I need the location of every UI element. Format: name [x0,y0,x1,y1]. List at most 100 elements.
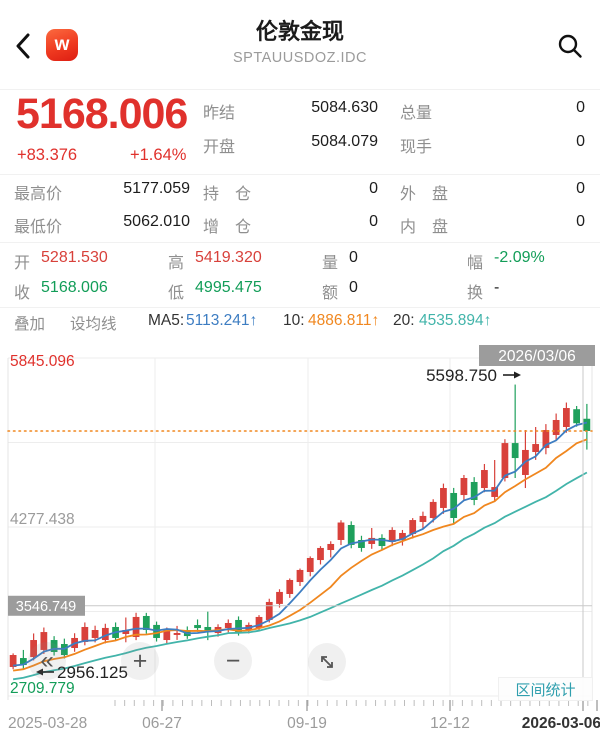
ohlc-value: 5419.320 [195,249,262,266]
rewind-button[interactable]: « [28,642,66,680]
ohlc-cell: 幅 -2.09% [467,249,545,273]
candle-body [276,591,283,604]
crosshair-price-badge [8,595,85,616]
candle-body [204,626,212,631]
quote-fields-col2: 总量 0 现手 0 [400,99,585,157]
candle-body [501,443,509,478]
candle-body [40,632,48,650]
candle-body [19,658,27,666]
ohlc-label: 开 [14,255,31,272]
ma5-line [13,421,588,667]
candle-body [163,630,171,641]
price-change-percent: +1.64% [130,146,187,164]
candle-body [481,470,488,489]
ma20-line [12,471,588,681]
candle-body [429,501,437,518]
detail-label: 外 盘 [400,186,449,203]
ohlc-value: 4995.475 [195,279,262,296]
field-value: 5084.630 [311,99,378,116]
candle-body [532,444,540,453]
candle-body [440,488,447,508]
candle-body [101,627,109,641]
quote-field: 现手 0 [400,133,585,157]
detail-value: 5062.010 [123,213,190,230]
high-annotation: 5598.750 [426,366,497,385]
ohlc-label: 额 [322,285,339,302]
price-change: +83.376 [17,146,78,164]
field-label: 现手 [400,139,433,156]
candle-body [255,616,263,629]
candle-body [337,522,345,540]
detail-label: 最低价 [14,219,63,236]
ohlc-value: 5168.006 [41,279,108,296]
ma20-value: 4535.894↑ [419,312,492,329]
ma5-value: 5113.241↑ [186,312,258,329]
range-stats-button[interactable]: 区间统计 [498,677,593,701]
ohlc-cell: 收 5168.006 [14,279,108,303]
ohlc-label: 量 [322,255,339,272]
x-label: 12-12 [430,715,470,732]
ma10-line [12,438,588,672]
candle-body [327,543,335,551]
candle-body [317,547,324,561]
detail-label: 内 盘 [400,219,449,236]
field-label: 昨结 [203,105,236,122]
ohlc-cell: 高 5419.320 [168,249,262,273]
ohlc-cell: 换- [467,279,499,303]
quote-field: 总量 0 [400,99,585,123]
detail-cell: 增 仓 0 [203,213,378,237]
candle-body [173,633,181,635]
expand-button[interactable] [308,643,346,681]
last-price: 5168.006 [16,90,188,138]
ohlc-label: 低 [168,285,185,302]
candle-body [91,630,99,638]
ohlc-label: 换 [467,285,484,302]
candle-body [563,408,570,428]
candle-body [511,443,519,459]
candle-body [142,615,150,631]
detail-value: 0 [576,213,585,230]
candle-body [399,532,406,540]
kline-chart[interactable]: 5845.096 4277.438 2709.779 3546.749 2026/03/… [0,345,600,744]
ohlc-value: - [494,279,500,296]
set-ma-button[interactable]: 设均线 [70,316,117,333]
ohlc-value: 5281.530 [41,249,108,266]
crosshair-price-text: 3546.749 [16,599,76,615]
field-label: 开盘 [203,139,236,156]
x-label: 09-19 [287,715,327,732]
app-logo-icon[interactable]: w [46,29,78,61]
ma5-label: MA5: [148,312,185,329]
x-label: 06-27 [142,715,182,732]
detail-label: 持 仓 [203,186,252,203]
detail-value: 0 [369,213,378,230]
detail-value: 0 [369,180,378,197]
field-value: 0 [576,99,585,116]
ohlc-cell: 低 4995.475 [168,279,262,303]
candle-body [460,477,468,496]
quote-field: 昨结 5084.630 [203,99,378,123]
ma-toolbar: 叠加 设均线 MA5: 5113.241↑ 10: 4886.811↑ 20: … [0,312,600,340]
zoom-out-button[interactable]: − [214,642,252,680]
candle-body [265,601,273,620]
detail-cell: 内 盘 0 [400,213,585,237]
search-button[interactable] [552,30,588,62]
candle-body [409,520,417,534]
field-value: 5084.079 [311,133,378,150]
y-min-label: 2709.779 [10,680,75,697]
overlay-button[interactable]: 叠加 [14,316,46,333]
back-button[interactable] [8,30,38,62]
candle-body [388,529,396,542]
candle-body [194,625,201,629]
candle-body [470,481,478,500]
detail-cell: 外 盘 0 [400,180,585,204]
low-annotation: 2956.125 [57,663,128,682]
candle-body [224,622,232,629]
zoom-in-button[interactable]: + [121,642,159,680]
candle-body [50,640,58,652]
high-annotation-arrowhead [514,371,521,379]
candle-body [9,655,17,667]
candle-body [132,616,140,638]
y-mid-label: 4277.438 [10,511,75,528]
